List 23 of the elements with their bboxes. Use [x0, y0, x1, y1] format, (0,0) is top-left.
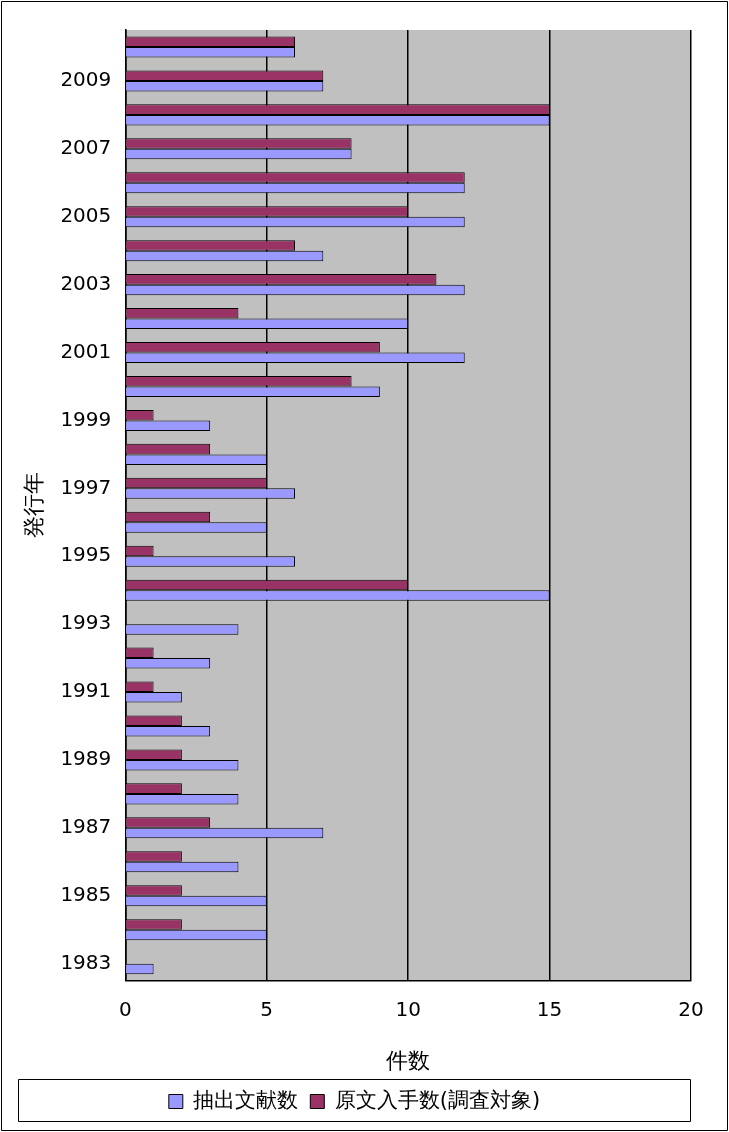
- y-tick-label: 2007: [60, 135, 112, 160]
- y-tick-label: 1997: [60, 474, 112, 499]
- x-tick-label: 0: [118, 996, 132, 1021]
- x-tick-label: 20: [678, 996, 704, 1021]
- y-tick-label: 2005: [60, 202, 112, 227]
- legend-label: 抽出文献数: [193, 1087, 299, 1112]
- y-tick-label: 1985: [60, 881, 112, 906]
- y-tick-label: 1989: [60, 746, 112, 771]
- x-tick-label: 15: [536, 996, 563, 1021]
- x-tick-label: 5: [260, 996, 274, 1021]
- y-tick-label: 1991: [60, 678, 112, 703]
- y-tick-label: 1995: [60, 542, 112, 567]
- y-tick-label: 2001: [60, 338, 112, 363]
- y-axis-title: 発行年: [20, 472, 46, 539]
- y-tick-label: 1993: [60, 610, 112, 635]
- legend-label: 原文入手数(調査対象): [334, 1087, 541, 1112]
- y-tick-label: 1999: [60, 406, 112, 431]
- y-tick-label: 2003: [60, 270, 112, 295]
- y-tick-label: 2009: [60, 67, 112, 92]
- y-tick-label: 1987: [60, 814, 112, 839]
- x-tick-label: 10: [395, 996, 421, 1021]
- y-tick-label: 1983: [60, 949, 112, 974]
- x-axis-title: 件数: [386, 1047, 431, 1073]
